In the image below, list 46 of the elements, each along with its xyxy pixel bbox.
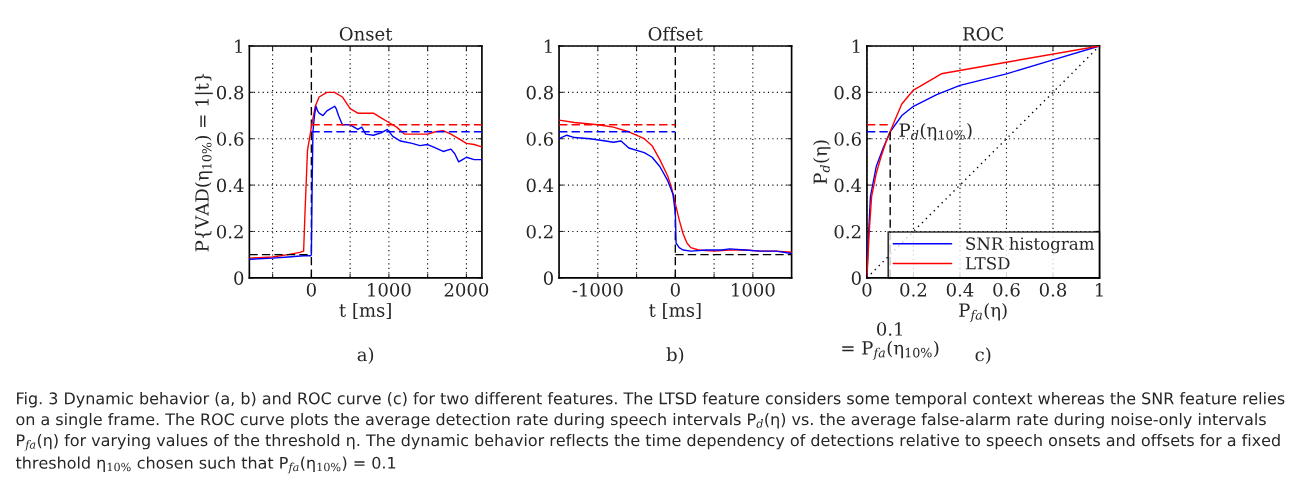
x-tick-label: 0	[862, 283, 872, 297]
y-tick-label: 0.8	[216, 85, 244, 100]
y-tick-label: 0.6	[526, 132, 554, 146]
x-axis-title: t [ms]	[649, 302, 701, 320]
y-axis-title: P$_{d}$(η)	[813, 140, 831, 184]
x-tick-label: 1	[1095, 283, 1103, 297]
x-tick-label: -1000	[572, 283, 623, 297]
y-tick-label: 0.6	[216, 132, 244, 146]
text: b)	[666, 347, 684, 364]
y-tick-label: 0.4	[834, 178, 862, 193]
annotation: P$_{d}$(η$_{10%}$)	[899, 123, 972, 141]
text: 0.1 = P$_{fa}$(η$_{10%}$)	[842, 322, 939, 360]
y-tick-label: 0	[234, 271, 244, 285]
y-tick-label: 0.2	[834, 224, 861, 239]
y-tick-label: 0	[543, 271, 553, 285]
x-tick-label: 2000	[444, 283, 489, 297]
y-axis-title: P{VAD(η$_{10%}$) = 1|t}	[194, 73, 213, 252]
y-tick-label: 0.8	[526, 85, 553, 100]
x-tick-label: 0	[670, 283, 680, 297]
x-axis-title: t [ms]	[339, 302, 391, 320]
x-tick-label: 1000	[368, 283, 411, 297]
y-tick-label: 0	[851, 271, 861, 285]
y-tick-label: 0.2	[526, 224, 553, 239]
x-tick-label: 1000	[732, 283, 775, 297]
y-tick-label: 1	[235, 39, 242, 53]
y-tick-label: 0.4	[526, 178, 554, 193]
x-axis-title: P$_{fa}$(η)	[959, 302, 1007, 323]
text: c)	[975, 347, 991, 364]
y-tick-label: 1	[544, 39, 552, 53]
chart-title: ROC	[963, 27, 1004, 41]
y-tick-label: 0.6	[834, 132, 861, 146]
legend-label: SNR histogram	[966, 236, 1095, 254]
chart-title: Onset	[339, 27, 393, 41]
x-tick-label: 0.8	[1039, 283, 1067, 297]
legend-label: LTSD	[965, 256, 1010, 270]
x-tick-label: 0.4	[946, 283, 974, 297]
chart-title: Offset	[648, 26, 703, 41]
x-tick-label: 0	[306, 283, 316, 297]
x-tick-label: 0.6	[993, 283, 1020, 297]
y-tick-label: 0.4	[216, 178, 244, 193]
text: Fig. 3 Dynamic behavior (a, b) and ROC curve (c) for two different features. The LTSD feature considers some temporal context whereas the SNR feature relies on a single frame. The ROC curve plots the average detection rate during speech intervals P$_{d}$(η) vs. the average false-alarm rate during noise-only intervals P$_{fa}$(η) for varying values of the threshold η. The dynamic behavior reflects the time dependency of detections relative to speech onsets and offsets for a fixed threshold η$_{10%}$ chosen such that P$_{fa}$(η$_{10%}$) = 0.1	[15, 392, 1285, 474]
y-tick-label: 1	[852, 39, 860, 53]
text: a)	[357, 347, 374, 364]
x-tick-label: 0.2	[900, 283, 927, 297]
y-tick-label: 0.2	[216, 224, 243, 239]
y-tick-label: 0.8	[834, 85, 861, 100]
